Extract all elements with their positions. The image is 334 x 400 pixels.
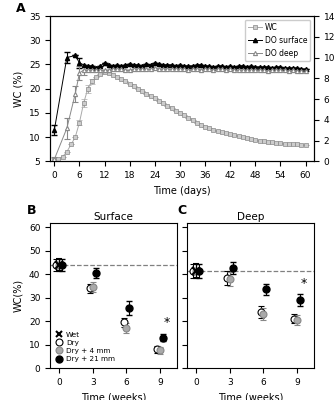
Legend: Wet, Dry, Dry + 4 mm, Dry + 21 mm: Wet, Dry, Dry + 4 mm, Dry + 21 mm bbox=[54, 329, 117, 364]
Y-axis label: WC(%): WC(%) bbox=[13, 279, 23, 312]
Title: Deep: Deep bbox=[237, 212, 264, 222]
Text: A: A bbox=[16, 2, 25, 14]
X-axis label: Time (weeks): Time (weeks) bbox=[218, 392, 283, 400]
Text: *: * bbox=[163, 316, 170, 329]
Y-axis label: WC (%): WC (%) bbox=[13, 71, 23, 107]
Text: C: C bbox=[177, 204, 186, 217]
X-axis label: Time (weeks): Time (weeks) bbox=[81, 392, 146, 400]
Title: Surface: Surface bbox=[94, 212, 134, 222]
X-axis label: Time (days): Time (days) bbox=[153, 186, 211, 196]
Legend: WC, DO surface, DO deep: WC, DO surface, DO deep bbox=[245, 20, 310, 60]
Text: B: B bbox=[27, 204, 37, 217]
Text: *: * bbox=[301, 277, 307, 290]
